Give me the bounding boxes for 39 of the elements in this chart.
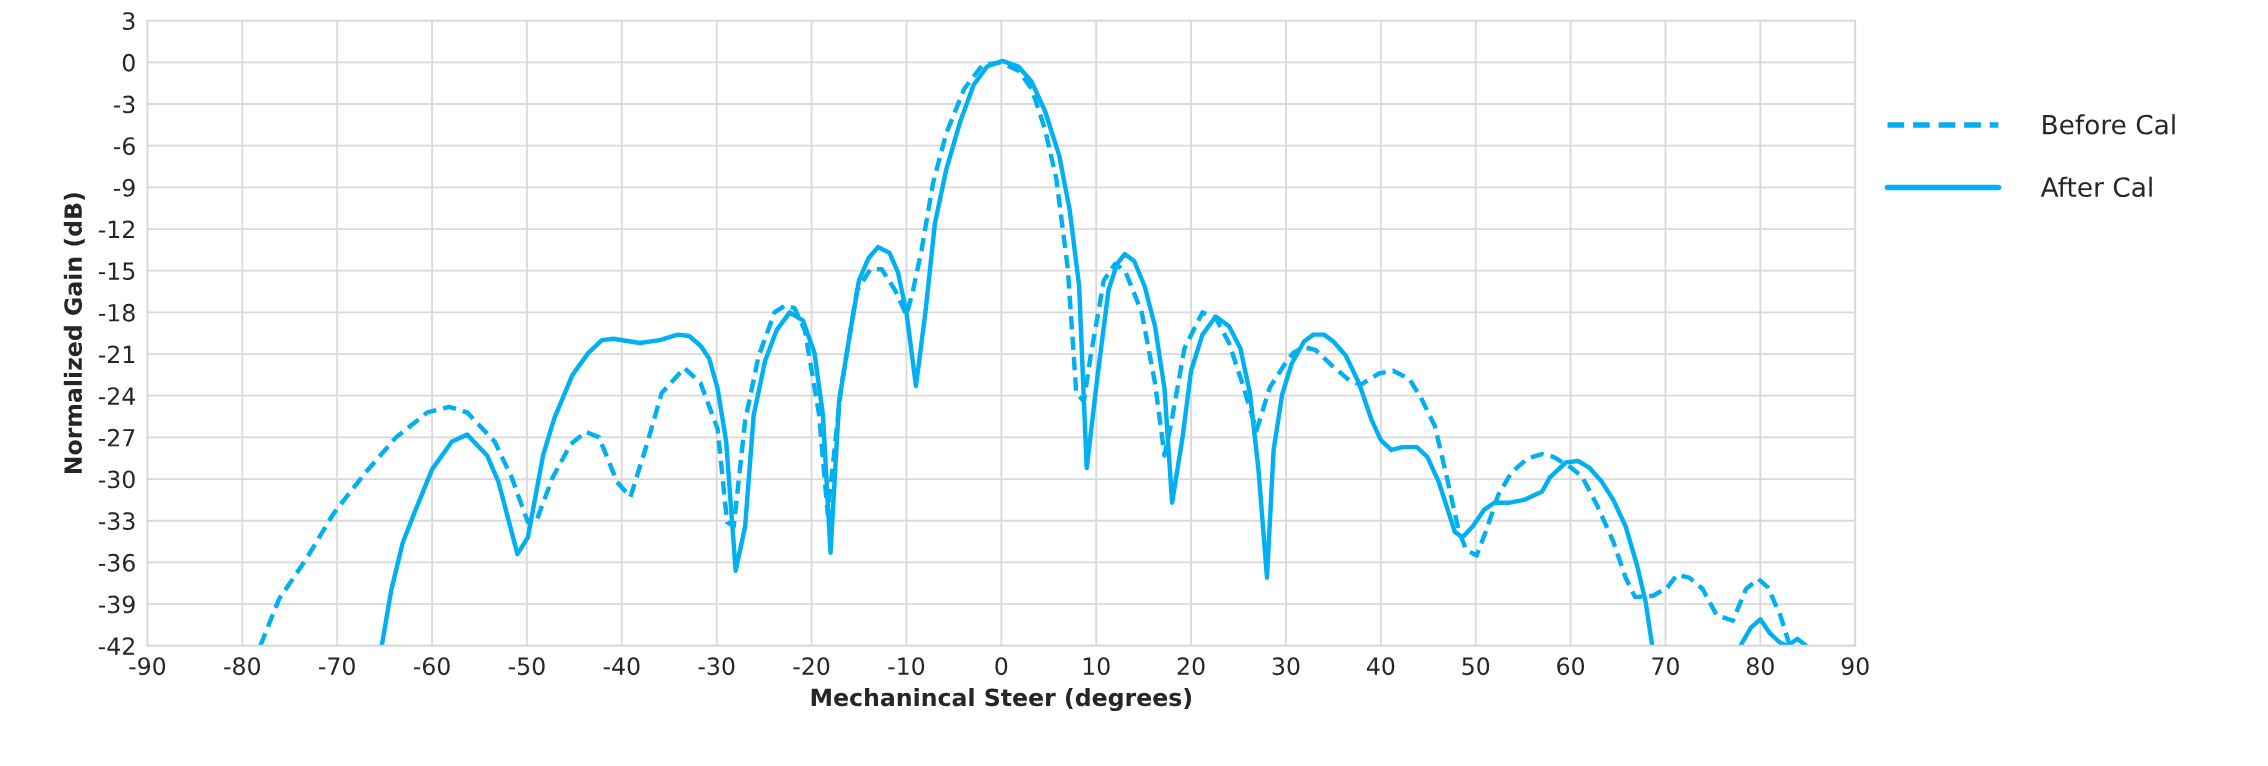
x-tick-label: 40 bbox=[1366, 657, 1395, 676]
x-tick-label: -20 bbox=[793, 657, 830, 676]
x-tick-label: 30 bbox=[1272, 657, 1300, 676]
x-tick-label: 20 bbox=[1177, 657, 1205, 676]
x-tick-label: 50 bbox=[1462, 657, 1490, 676]
x-tick-label: -90 bbox=[129, 657, 166, 676]
x-tick-label: -10 bbox=[888, 657, 925, 676]
x-tick-label: 0 bbox=[995, 657, 1008, 676]
legend-label: Before Cal bbox=[2043, 114, 2175, 135]
y-tick-label: -36 bbox=[98, 553, 135, 572]
y-tick-label: 3 bbox=[123, 12, 135, 30]
x-tick-label: -50 bbox=[508, 657, 545, 676]
y-tick-label: -3 bbox=[113, 95, 135, 114]
y-tick-label: -33 bbox=[98, 512, 135, 531]
x-tick-label: -80 bbox=[224, 657, 261, 676]
x-tick-label: -30 bbox=[698, 657, 735, 676]
y-tick-label: -9 bbox=[113, 178, 135, 197]
y-tick-label: -15 bbox=[98, 262, 135, 281]
x-axis-title: Mechanincal Steer (degrees) bbox=[811, 688, 1192, 712]
x-tick-label: 10 bbox=[1083, 657, 1110, 676]
y-tick-label: -30 bbox=[98, 470, 135, 489]
x-tick-label: 80 bbox=[1746, 657, 1774, 676]
y-tick-label: -6 bbox=[113, 137, 135, 155]
x-tick-label: 90 bbox=[1841, 657, 1869, 676]
legend-label: After Cal bbox=[2040, 176, 2152, 198]
y-tick-label: -18 bbox=[98, 303, 135, 322]
y-tick-label: -12 bbox=[98, 220, 134, 238]
y-tick-label: 0 bbox=[122, 53, 135, 72]
y-tick-label: -39 bbox=[98, 595, 135, 614]
y-axis-title: Normalized Gain (dB) bbox=[63, 193, 85, 474]
y-tick-label: -27 bbox=[98, 428, 135, 447]
y-tick-label: -21 bbox=[98, 345, 135, 364]
x-tick-label: -40 bbox=[603, 657, 640, 676]
x-tick-label: 70 bbox=[1652, 657, 1679, 676]
x-tick-label: -70 bbox=[319, 657, 355, 676]
y-tick-label: -24 bbox=[98, 387, 135, 405]
y-tick-label: -42 bbox=[98, 637, 134, 655]
x-tick-label: 60 bbox=[1557, 657, 1585, 676]
x-tick-label: -60 bbox=[413, 657, 450, 676]
